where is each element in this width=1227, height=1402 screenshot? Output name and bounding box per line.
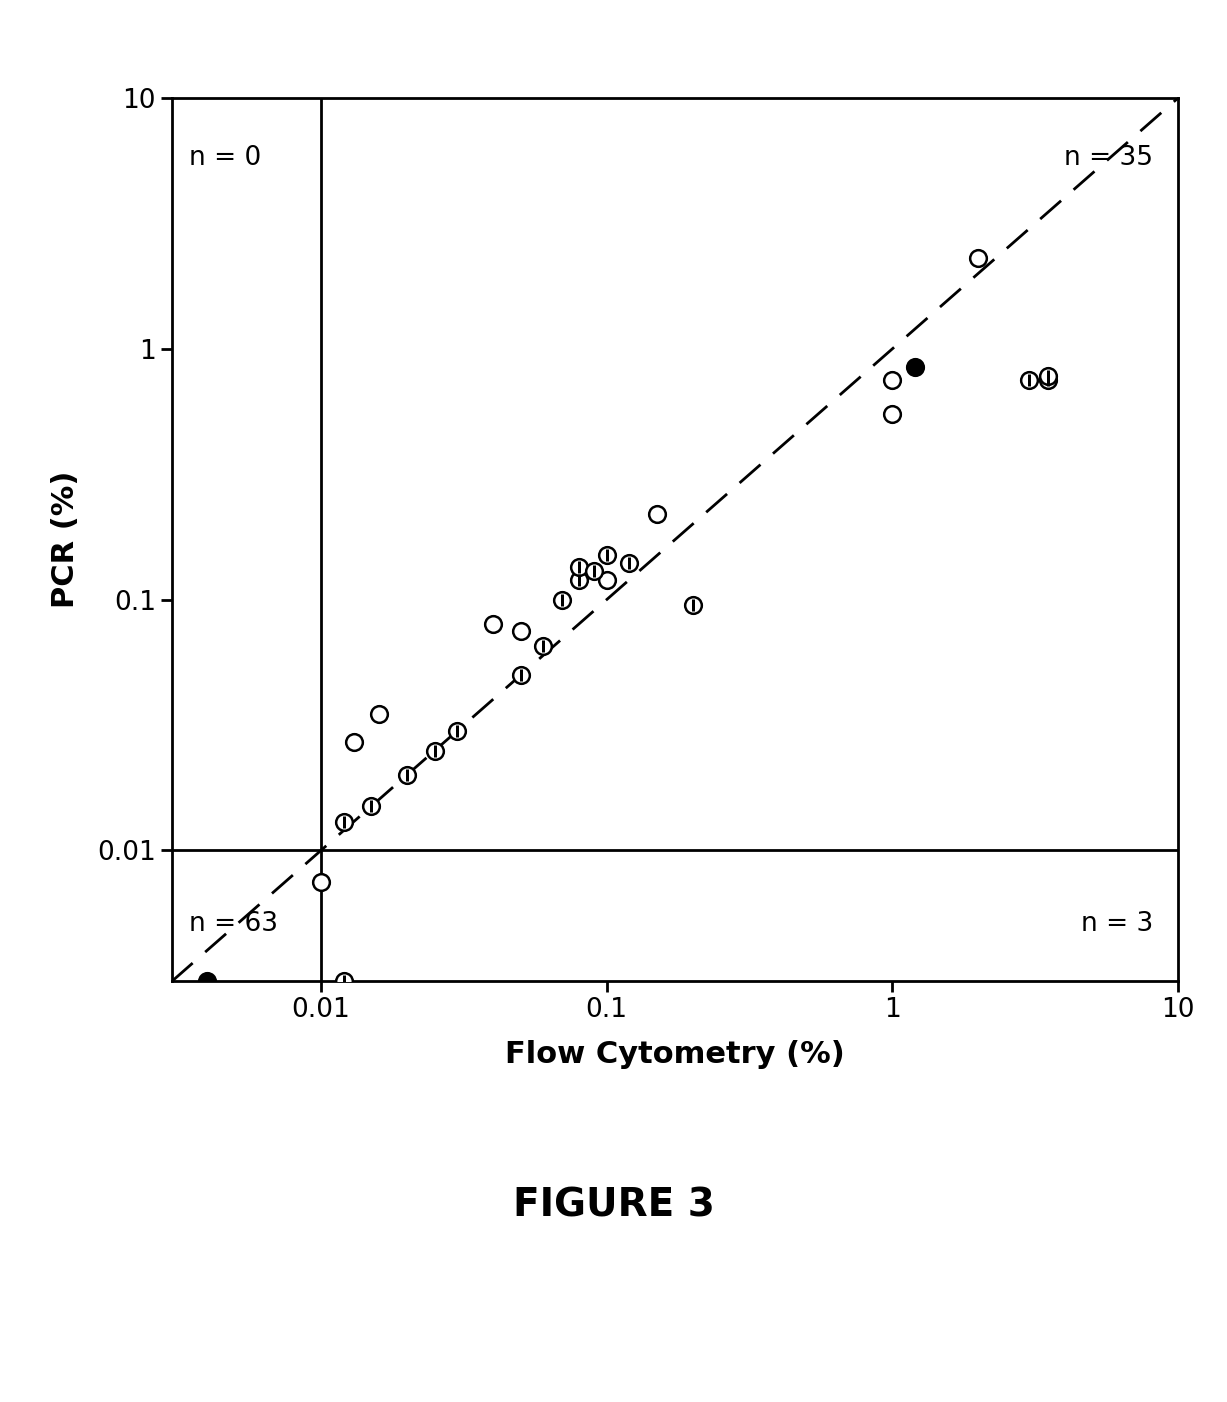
Text: n = 0: n = 0 bbox=[189, 144, 261, 171]
Text: n = 35: n = 35 bbox=[1064, 144, 1153, 171]
Text: FIGURE 3: FIGURE 3 bbox=[513, 1186, 714, 1225]
Text: n = 63: n = 63 bbox=[189, 911, 279, 938]
Text: n = 3: n = 3 bbox=[1081, 911, 1153, 938]
X-axis label: Flow Cytometry (%): Flow Cytometry (%) bbox=[506, 1040, 844, 1070]
Y-axis label: PCR (%): PCR (%) bbox=[52, 471, 81, 608]
